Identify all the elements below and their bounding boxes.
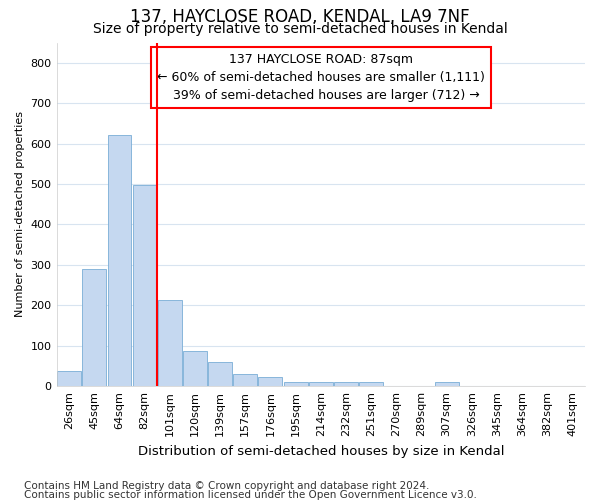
Y-axis label: Number of semi-detached properties: Number of semi-detached properties: [15, 112, 25, 318]
Text: Size of property relative to semi-detached houses in Kendal: Size of property relative to semi-detach…: [92, 22, 508, 36]
Text: Contains HM Land Registry data © Crown copyright and database right 2024.: Contains HM Land Registry data © Crown c…: [24, 481, 430, 491]
Bar: [359, 382, 383, 386]
Bar: [284, 382, 308, 386]
Bar: [434, 382, 458, 386]
Text: Contains public sector information licensed under the Open Government Licence v3: Contains public sector information licen…: [24, 490, 477, 500]
X-axis label: Distribution of semi-detached houses by size in Kendal: Distribution of semi-detached houses by …: [137, 444, 504, 458]
Bar: [133, 185, 157, 386]
Text: 137 HAYCLOSE ROAD: 87sqm
← 60% of semi-detached houses are smaller (1,111)
   39: 137 HAYCLOSE ROAD: 87sqm ← 60% of semi-d…: [157, 53, 485, 102]
Bar: [158, 300, 182, 386]
Bar: [208, 362, 232, 386]
Bar: [183, 352, 207, 386]
Bar: [309, 382, 333, 386]
Bar: [82, 268, 106, 386]
Bar: [57, 371, 81, 386]
Bar: [334, 382, 358, 386]
Bar: [259, 378, 283, 386]
Bar: [107, 134, 131, 386]
Text: 137, HAYCLOSE ROAD, KENDAL, LA9 7NF: 137, HAYCLOSE ROAD, KENDAL, LA9 7NF: [130, 8, 470, 26]
Bar: [233, 374, 257, 386]
